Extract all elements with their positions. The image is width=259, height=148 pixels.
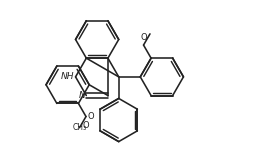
Text: O: O	[87, 112, 94, 121]
Text: N: N	[78, 91, 85, 100]
Text: O: O	[83, 121, 89, 130]
Text: O: O	[140, 33, 147, 42]
Text: NH: NH	[61, 72, 75, 81]
Text: CH₃: CH₃	[73, 123, 87, 132]
